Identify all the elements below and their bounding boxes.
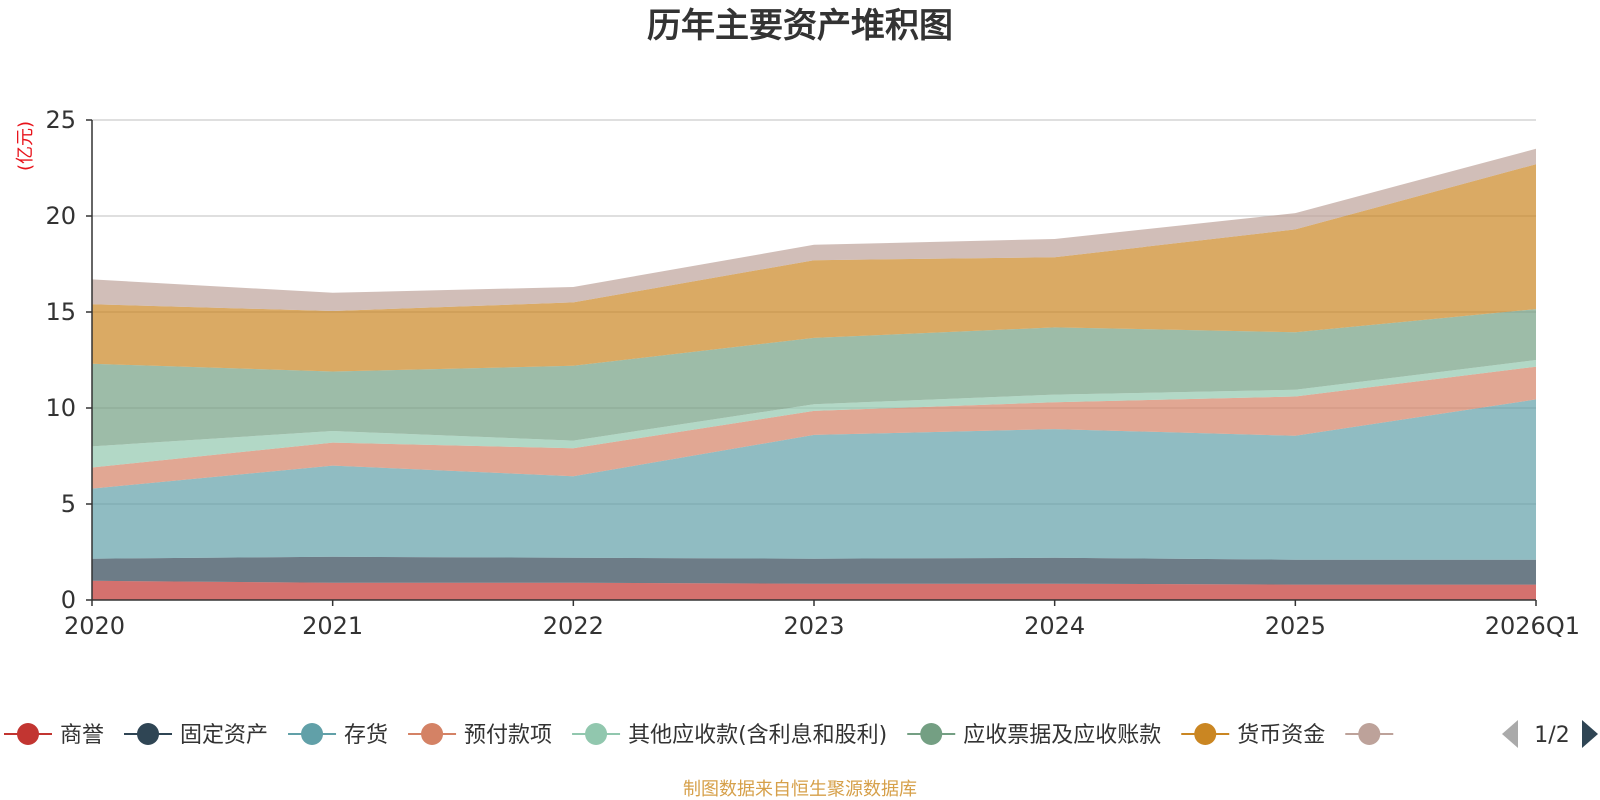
area-series-3 <box>92 399 1536 560</box>
x-tick-label: 2025 <box>1265 612 1326 640</box>
legend-dot-icon <box>17 723 39 745</box>
legend-dot-icon <box>421 723 444 745</box>
legend-item[interactable]: 预付款项 <box>408 723 552 748</box>
x-tick-label: 2026Q1 <box>1485 612 1580 640</box>
x-tick-label: 2021 <box>302 612 363 640</box>
legend-dot-icon <box>1358 723 1381 745</box>
y-tick-label: 0 <box>61 586 76 614</box>
x-tick-label: 2022 <box>543 612 604 640</box>
legend-item[interactable]: 存货 <box>288 723 388 748</box>
data-source-note: 制图数据来自恒生聚源数据库 <box>683 779 917 800</box>
legend-label: 货币资金 <box>1237 723 1325 748</box>
legend-dot-icon <box>301 723 324 745</box>
legend-label: 固定资产 <box>180 723 268 748</box>
chart-title: 历年主要资产堆积图 <box>647 6 953 46</box>
legend-label: 预付款项 <box>464 723 552 748</box>
legend-page-indicator: 1/2 <box>1534 723 1569 748</box>
legend-dot-icon <box>920 723 943 745</box>
area-series-1 <box>92 580 1536 600</box>
x-tick-label: 2020 <box>64 612 125 640</box>
area-series-2 <box>92 556 1536 585</box>
legend-item[interactable]: 货币资金 <box>1181 723 1325 748</box>
area-series-8 <box>92 148 1536 311</box>
y-axis-unit: (亿元) <box>15 121 36 171</box>
legend-next-page-icon[interactable] <box>1582 720 1598 748</box>
area-series-6 <box>92 309 1536 447</box>
y-tick-label: 10 <box>45 394 76 422</box>
legend-item[interactable]: 其他应收款(含利息和股利) <box>572 723 887 748</box>
area-series-group <box>92 148 1536 600</box>
legend-label: 商誉 <box>60 723 104 748</box>
legend-label: 存货 <box>344 723 388 748</box>
x-tick-label: 2024 <box>1024 612 1085 640</box>
area-series-7 <box>92 164 1536 372</box>
legend: 商誉 固定资产 存货 预付款项 其他应收款(含利息和股利) 应收票据及应收账款 货币资金 <box>4 723 1394 748</box>
legend-dot-icon <box>137 723 160 745</box>
area-series-4 <box>92 366 1536 489</box>
legend-dot-icon <box>1194 723 1217 745</box>
legend-item[interactable]: 固定资产 <box>124 723 268 748</box>
legend-label: 其他应收款(含利息和股利) <box>628 723 887 748</box>
legend-label: 应收票据及应收账款 <box>963 723 1161 748</box>
legend-item[interactable]: 应收票据及应收账款 <box>907 723 1161 748</box>
legend-item-partial[interactable] <box>1345 723 1394 745</box>
y-tick-label: 20 <box>45 202 76 230</box>
x-tick-label: 2023 <box>783 612 844 640</box>
y-tick-label: 5 <box>61 490 76 518</box>
legend-item[interactable]: 商誉 <box>4 723 104 748</box>
y-tick-label: 15 <box>45 298 76 326</box>
legend-dot-icon <box>585 723 608 745</box>
legend-pager: 1/2 <box>1502 720 1598 748</box>
legend-prev-page-icon[interactable] <box>1502 720 1518 748</box>
y-tick-label: 25 <box>45 106 76 134</box>
area-series-5 <box>92 360 1536 468</box>
